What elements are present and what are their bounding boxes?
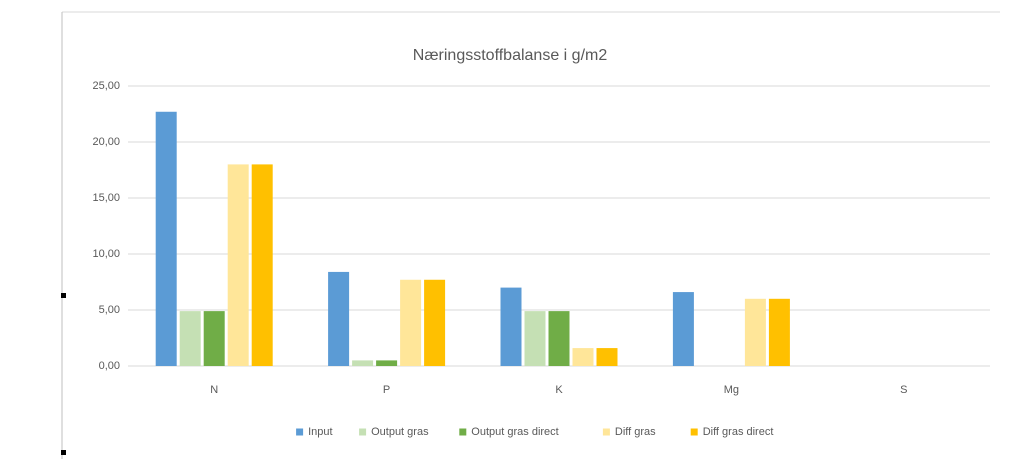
legend-swatch: [296, 428, 304, 436]
y-tick-label: 15,00: [92, 192, 120, 204]
legend-label: Output gras direct: [471, 426, 558, 438]
y-tick-label: 5,00: [99, 304, 120, 316]
y-tick-label: 10,00: [92, 248, 120, 260]
bar: [524, 311, 546, 366]
bar: [203, 311, 225, 366]
x-tick-label: N: [210, 384, 218, 396]
legend-label: Diff gras direct: [703, 426, 774, 438]
bar: [768, 298, 790, 366]
bar: [424, 279, 446, 366]
legend-label: Diff gras: [615, 426, 656, 438]
bar: [400, 279, 422, 366]
bar: [744, 298, 766, 366]
bar: [376, 360, 398, 366]
bar: [572, 348, 594, 366]
bar: [227, 164, 249, 366]
legend-swatch: [602, 428, 610, 436]
bullet: [61, 293, 66, 298]
bar: [352, 360, 374, 366]
legend-label: Input: [308, 426, 332, 438]
bar: [596, 348, 618, 366]
legend-swatch: [459, 428, 467, 436]
legend-label: Output gras: [371, 426, 429, 438]
bar: [548, 311, 570, 366]
bar: [328, 271, 350, 366]
bar: [155, 111, 177, 366]
legend-swatch: [690, 428, 698, 436]
legend-swatch: [359, 428, 367, 436]
bar: [672, 292, 694, 366]
x-tick-label: P: [383, 384, 390, 396]
bar: [179, 311, 201, 366]
y-tick-label: 0,00: [99, 360, 120, 372]
y-tick-label: 25,00: [92, 80, 120, 92]
x-tick-label: S: [900, 384, 907, 396]
chart-title: Næringsstoffbalanse i g/m2: [413, 47, 608, 64]
bar: [251, 164, 273, 366]
y-tick-label: 20,00: [92, 136, 120, 148]
x-tick-label: K: [555, 384, 563, 396]
bar: [500, 287, 522, 366]
x-tick-label: Mg: [724, 384, 739, 396]
bullet: [61, 450, 66, 455]
